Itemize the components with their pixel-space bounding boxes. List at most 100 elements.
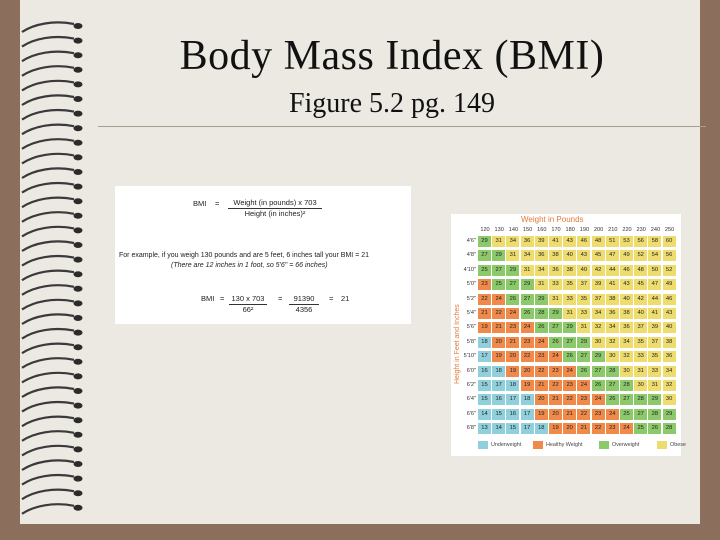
binding-ring <box>21 400 75 413</box>
bmi-cell: 27 <box>478 250 491 262</box>
binding-ring <box>21 313 75 325</box>
legend-swatch <box>657 441 667 449</box>
binding-ring <box>21 240 75 252</box>
legend-label: Obese <box>670 442 686 448</box>
binding-ring <box>21 181 75 194</box>
binding-hole <box>73 52 83 59</box>
bmi-cell: 27 <box>577 351 591 363</box>
weight-column-header: 130 <box>494 227 504 233</box>
bmi-cell: 27 <box>620 394 633 406</box>
height-row-header: 6'0" <box>466 367 476 374</box>
bmi-cell: 21 <box>506 336 520 348</box>
binding-hole <box>73 125 83 132</box>
weight-column-header: 160 <box>537 227 547 233</box>
bmi-cell: 21 <box>534 380 548 391</box>
binding-hole <box>73 490 83 497</box>
bmi-cell: 45 <box>634 279 648 291</box>
bmi-cell: 29 <box>662 408 676 420</box>
bmi-cell: 44 <box>648 293 662 305</box>
bmi-cell: 15 <box>478 394 491 406</box>
bmi-cell: 15 <box>506 423 520 435</box>
binding-hole <box>73 227 83 234</box>
calc-bmi-label: BMI <box>201 294 215 303</box>
bmi-cell: 22 <box>492 308 506 319</box>
bmi-cell: 29 <box>648 394 662 406</box>
bmi-cell: 32 <box>620 351 633 363</box>
bmi-cell: 21 <box>492 322 506 334</box>
binding-ring <box>21 342 75 355</box>
bmi-cell: 24 <box>506 308 520 319</box>
bmi-cell: 34 <box>520 250 534 262</box>
bmi-cell: 23 <box>534 351 548 363</box>
bmi-cell: 42 <box>634 293 648 305</box>
bmi-cell: 29 <box>563 322 577 334</box>
bmi-cell: 24 <box>620 423 633 435</box>
binding-ring <box>21 35 75 48</box>
bmi-cell: 39 <box>534 236 548 247</box>
binding-ring <box>21 167 75 179</box>
bmi-cell: 52 <box>662 264 676 276</box>
height-row-header: 4'8" <box>466 252 476 259</box>
bmi-cell: 36 <box>520 236 534 247</box>
bmi-cell: 43 <box>662 308 676 319</box>
bmi-cell: 51 <box>605 236 619 247</box>
bmi-cell: 36 <box>605 308 619 319</box>
bmi-cell: 43 <box>620 279 633 291</box>
bmi-cell: 19 <box>492 351 506 363</box>
bmi-cell: 46 <box>662 293 676 305</box>
bmi-cell: 20 <box>549 408 562 420</box>
bmi-cell: 27 <box>549 322 562 334</box>
binding-ring <box>21 108 75 121</box>
bmi-cell: 25 <box>634 423 648 435</box>
formula-numerator: Weight (in pounds) x 703 <box>233 198 317 207</box>
calc-bar-1 <box>229 304 267 305</box>
bmi-cell: 33 <box>563 293 577 305</box>
bmi-cell: 56 <box>662 250 676 262</box>
bmi-cell: 18 <box>520 394 534 406</box>
bmi-cell: 34 <box>534 264 548 276</box>
calc-numerator-1: 130 x 703 <box>231 294 265 303</box>
binding-hole <box>73 66 83 73</box>
bmi-cell: 49 <box>662 279 676 291</box>
weight-column-header: 210 <box>608 227 618 233</box>
bmi-cell: 23 <box>577 394 591 406</box>
bmi-cell: 39 <box>591 279 605 291</box>
bmi-cell: 28 <box>534 308 548 319</box>
bmi-cell: 29 <box>506 264 520 276</box>
bmi-cell: 34 <box>506 236 520 247</box>
weight-column-header: 180 <box>565 227 575 233</box>
bmi-cell: 21 <box>563 408 577 420</box>
bmi-cell: 18 <box>478 336 491 348</box>
binding-hole <box>73 388 83 394</box>
legend-swatch <box>599 441 609 449</box>
bmi-cell: 24 <box>520 322 534 334</box>
bmi-cell: 31 <box>648 380 662 391</box>
bmi-cell: 28 <box>634 394 648 406</box>
bmi-cell: 28 <box>662 423 676 435</box>
binding-hole <box>73 271 83 278</box>
bmi-cell: 23 <box>520 336 534 348</box>
bmi-cell: 34 <box>620 336 633 348</box>
bmi-cell: 17 <box>492 380 506 391</box>
bmi-cell: 24 <box>591 394 605 406</box>
bmi-cell: 16 <box>492 394 506 406</box>
bmi-cell: 24 <box>492 293 506 305</box>
bmi-formula-panel: BMI = Weight (in pounds) x 703 Height (i… <box>115 186 411 324</box>
bmi-cell: 53 <box>620 236 633 247</box>
bmi-cell: 33 <box>549 279 562 291</box>
binding-hole <box>73 96 83 102</box>
binding-hole <box>73 344 83 351</box>
calc-equals-3: = <box>329 294 334 303</box>
bmi-cell: 50 <box>648 264 662 276</box>
binding-hole <box>73 23 83 29</box>
binding-hole <box>73 110 83 117</box>
bmi-cell: 31 <box>506 250 520 262</box>
calc-result: 21 <box>341 294 350 303</box>
bmi-cell: 47 <box>648 279 662 291</box>
binding-ring <box>21 415 75 428</box>
bmi-cell: 56 <box>634 236 648 247</box>
example-line-1: For example, if you weigh 130 pounds and… <box>119 252 370 259</box>
height-row-header: 5'6" <box>466 324 476 331</box>
bmi-cell: 40 <box>634 308 648 319</box>
binding-ring <box>21 269 75 282</box>
